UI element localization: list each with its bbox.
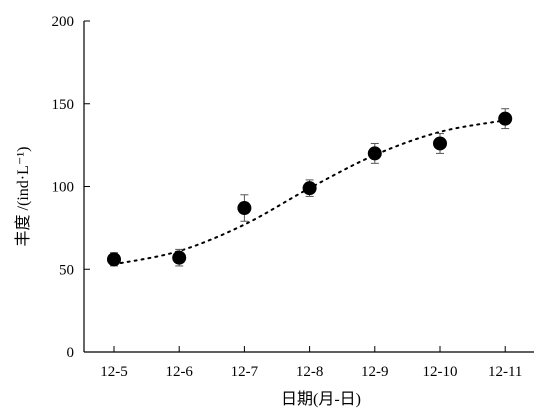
data-points-group — [107, 108, 513, 267]
y-tick-label: 150 — [52, 97, 75, 113]
data-point — [107, 252, 121, 267]
y-tick-label: 0 — [67, 345, 75, 361]
data-point — [498, 111, 513, 126]
data-point — [237, 201, 252, 216]
y-axis-title: 丰度 /(ind·L⁻¹) — [14, 147, 32, 247]
x-tick-label: 12-8 — [296, 364, 324, 380]
x-tick-label: 12-5 — [100, 364, 128, 380]
x-tick-label: 12-11 — [488, 364, 522, 380]
y-tick-label: 50 — [59, 262, 74, 278]
y-tick-label: 100 — [52, 180, 75, 196]
x-tick-label: 12-10 — [423, 364, 458, 380]
data-point — [172, 250, 187, 265]
x-axis-title: 日期(月-日) — [281, 390, 361, 408]
axes: 0 50 100 150 200 12-5 12-6 12-7 12-8 12-9 12-10 12-… — [52, 14, 534, 380]
data-point — [302, 181, 317, 196]
data-point — [367, 146, 382, 161]
y-tick-label: 200 — [52, 14, 75, 30]
x-tick-label: 12-9 — [361, 364, 389, 380]
data-point — [433, 136, 447, 151]
x-tick-label: 12-7 — [231, 364, 259, 380]
x-tick-label: 12-6 — [165, 364, 193, 380]
